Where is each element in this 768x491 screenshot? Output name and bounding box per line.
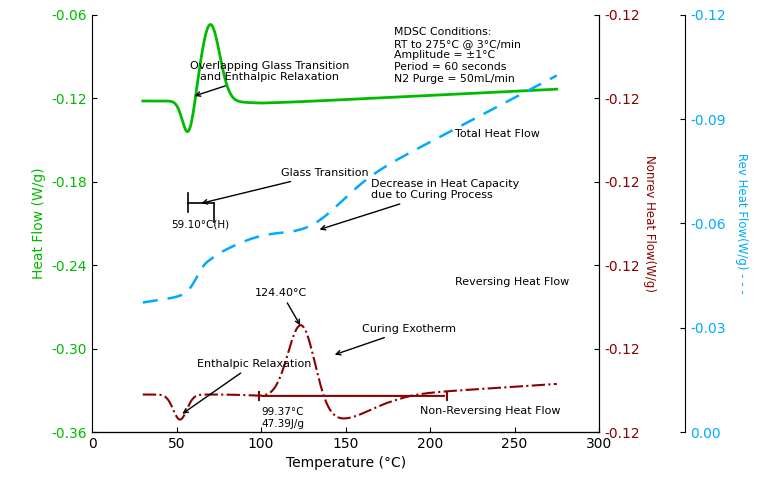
Text: 99.37°C
47.39J/g: 99.37°C 47.39J/g <box>261 407 304 429</box>
Y-axis label: Heat Flow (W/g): Heat Flow (W/g) <box>32 167 46 279</box>
X-axis label: Temperature (°C): Temperature (°C) <box>286 457 406 470</box>
Text: Non-Reversing Heat Flow: Non-Reversing Heat Flow <box>420 406 561 416</box>
Text: Total Heat Flow: Total Heat Flow <box>455 129 541 139</box>
Text: Reversing Heat Flow: Reversing Heat Flow <box>455 276 570 287</box>
Text: Decrease in Heat Capacity
due to Curing Process: Decrease in Heat Capacity due to Curing … <box>321 179 519 230</box>
Y-axis label: Rev Heat Flow(W/g) - - -: Rev Heat Flow(W/g) - - - <box>735 153 748 294</box>
Text: Curing Exotherm: Curing Exotherm <box>336 324 456 355</box>
Text: MDSC Conditions:
RT to 275°C @ 3°C/min
Amplitude = ±1°C
Period = 60 seconds
N2 P: MDSC Conditions: RT to 275°C @ 3°C/min A… <box>394 27 521 83</box>
Text: Enthalpic Relaxation: Enthalpic Relaxation <box>184 359 311 413</box>
Y-axis label: Nonrev Heat Flow(W/g): Nonrev Heat Flow(W/g) <box>643 155 656 292</box>
Text: 59.10°C(H): 59.10°C(H) <box>171 219 230 230</box>
Text: 124.40°C: 124.40°C <box>255 288 307 324</box>
Text: Glass Transition: Glass Transition <box>203 168 369 204</box>
Text: Overlapping Glass Transition
and Enthalpic Relaxation: Overlapping Glass Transition and Enthalp… <box>190 61 349 96</box>
